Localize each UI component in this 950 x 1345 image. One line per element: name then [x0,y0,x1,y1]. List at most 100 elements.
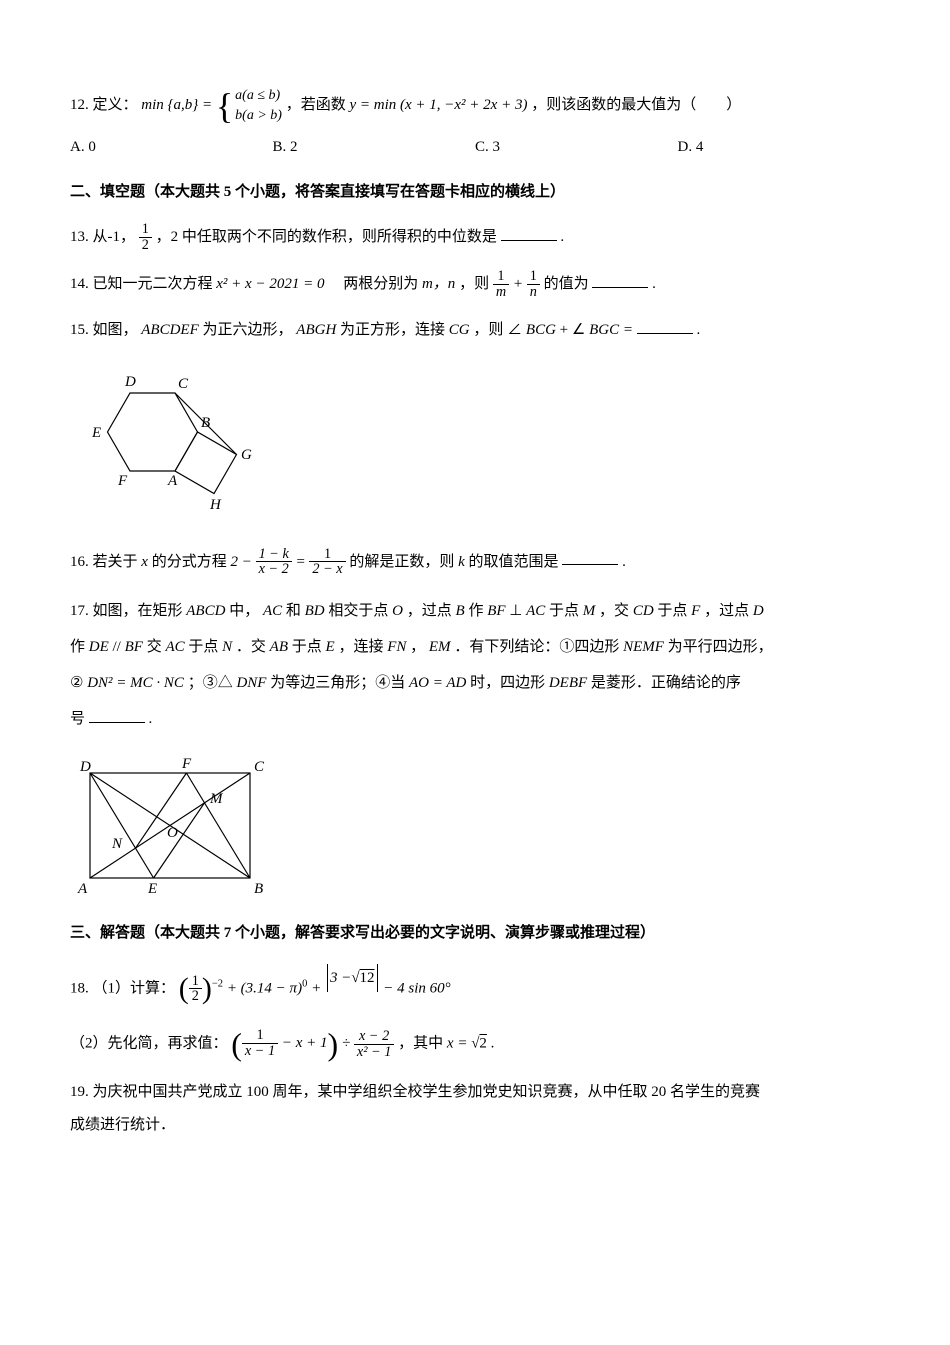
q12-number: 12. [70,97,89,113]
q18-minus: − 4 sin 60° [383,980,450,996]
q17-p20: 时，四边形 [470,675,549,691]
lbl-E: E [91,425,101,441]
q17-eq1: = [116,675,130,691]
q17-d: D [753,603,764,619]
lbl-D: D [124,374,136,390]
q17-bf2: BF [125,639,143,655]
q17-p17: ．有下列结论：①四边形 [454,639,623,655]
q17-p10: ，过点 [704,603,753,619]
q16-two: 2 − [230,553,255,569]
q17-fn: FN [387,639,406,655]
q17-p9: 于点 [657,603,691,619]
q12-options: A. 0 B. 2 C. 3 D. 4 [70,133,880,162]
q12-opt-d: D. 4 [678,133,881,162]
q17-p1: 如图，在矩形 [93,603,187,619]
q18-exp-neg2: −2 [212,978,223,989]
q15-blank [637,321,693,335]
q17-dot: · [156,675,164,691]
q17-i2a: ② [70,675,87,691]
q17-figure: D F C M O N A E B [70,753,880,903]
lbl-C2: C [254,759,265,775]
q17-p6: 作 [468,603,487,619]
q18-abs-3: 3 − [330,964,351,993]
lbl-C: C [178,376,189,392]
q16-eq: = [296,553,310,569]
q17-ad: AD [446,675,466,691]
q12-prefix: 定义： [93,97,138,113]
q15-sq: ABGH [296,322,336,338]
question-18-part2: （2）先化简，再求值： ( 1x − 1 − x + 1 ) ÷ x − 2x²… [70,1028,880,1060]
q12-case2: b(a > b) [235,106,282,126]
q16-frac2: 12 − x [309,547,345,578]
q16-frac1: 1 − kx − 2 [256,547,292,578]
question-14: 14. 已知一元二次方程 x² + x − 2021 = 0 两根分别为 m，n… [70,269,880,300]
q15-p1: 如图， [93,322,138,338]
q16-x: x [141,553,148,569]
q17-mc: MC [130,675,153,691]
q16-p4: 的取值范围是 [469,553,559,569]
q17-ac3: AC [165,639,184,655]
q18-paren-half: ( 12 ) [179,974,212,1005]
q15-a2: BGC [589,322,619,338]
q14-mn: m，n [422,276,455,292]
q14-p4: 的值为 [544,276,589,292]
q15-a1: BCG [526,322,556,338]
q17-nc: NC [164,675,184,691]
lbl-A2: A [77,881,88,897]
paren-close2-icon: ) [328,1028,339,1060]
q17-abcd: ABCD [186,603,225,619]
q19-line2: 成绩进行统计． [70,1117,175,1133]
q17-p22: 号 [70,711,85,727]
q13-p1: 从-1， [93,229,136,245]
lbl-D2: D [79,759,91,775]
q18-t2: + (3.14 − π) [227,980,302,996]
section-2-title: 二、填空题（本大题共 5 个小题，将答案直接填写在答题卡相应的横线上） [70,178,880,207]
q15-cg: CG [449,322,470,338]
lbl-B: B [201,415,210,431]
q14-p1: 已知一元二次方程 [93,276,217,292]
q17-eq2: = [433,675,447,691]
q17-ao: AO [409,675,429,691]
q14-plus: + [513,276,527,292]
q12-mid: ，若函数 [286,97,350,113]
q14-eq: x² + x − 2021 = 0 [216,276,324,292]
q17-c1: ， [410,639,425,655]
q17-p18: 为平行四边形， [668,639,773,655]
q18-plus1: + [311,980,325,996]
q18-period: . [491,1036,495,1052]
q17-p7: 于点 [549,603,583,619]
q12-opt-b: B. 2 [273,133,476,162]
q12-piecewise: { a(a ≤ b) b(a > b) [216,86,282,125]
lbl-H: H [209,497,222,513]
q17-o: O [392,603,403,619]
q12-fn: y = min (x + 1, −x² + 2x + 3) [349,97,527,113]
q17-ac: AC [263,603,282,619]
q17-ab: AB [270,639,288,655]
paren-open2-icon: ( [231,1028,242,1060]
question-19: 19. 为庆祝中国共产党成立 100 周年，某中学组织全校学生参加党史知识竞赛，… [70,1076,880,1142]
q12-ab: {a,b} = [168,97,213,113]
q18-sqrt12: 12 [360,970,375,986]
q14-period: . [652,276,656,292]
q18-abs: 3 − √12 [325,964,380,993]
q15-number: 15. [70,322,89,338]
q18-number: 18. [70,980,89,996]
q18-part1-label: （1）计算： [93,980,176,996]
q17-number: 17. [70,603,89,619]
q17-p11: 作 [70,639,89,655]
q14-frac-1n: 1n [527,269,540,300]
q17-period: . [149,711,153,727]
q16-number: 16. [70,553,89,569]
q17-p12: 交 [147,639,166,655]
q13-frac-half: 12 [139,222,152,253]
lbl-M2: M [209,791,224,807]
q17-e: E [326,639,335,655]
q14-p3: ，则 [459,276,493,292]
q17-p14: ．交 [236,639,270,655]
q17-f: F [691,603,700,619]
q17-b: B [456,603,465,619]
q17-p8: ，交 [599,603,633,619]
q17-bf: BF [487,603,505,619]
q17-n: N [222,639,232,655]
question-15: 15. 如图， ABCDEF 为正六边形， ABGH 为正方形，连接 CG ，则… [70,316,880,345]
